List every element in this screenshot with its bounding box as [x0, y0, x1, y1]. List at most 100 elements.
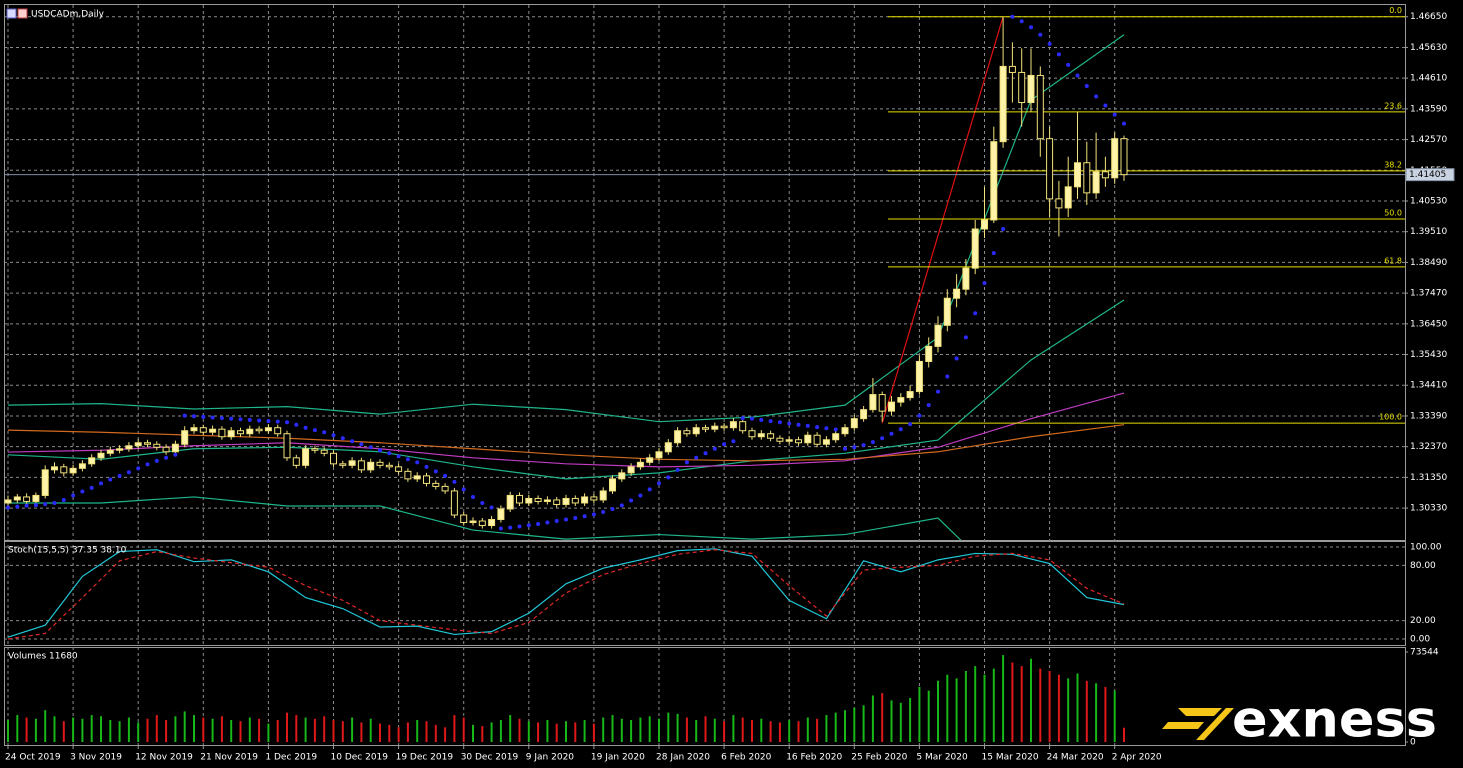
sar-dot [498, 526, 503, 531]
y-tick-label: 1.32370 [1410, 442, 1447, 452]
candle-body [199, 427, 207, 433]
candle-body [264, 427, 272, 432]
candle-body [999, 65, 1007, 143]
sar-dot [396, 454, 401, 459]
candle-body [869, 394, 877, 411]
sar-dot [368, 445, 373, 450]
candle-body [330, 452, 337, 465]
fib-level-label: 38.2 [1384, 160, 1402, 169]
candle-body [925, 345, 933, 362]
fib-level-label: 50.0 [1384, 209, 1402, 218]
candle-body [153, 443, 161, 448]
fib-level-label: 100.0 [1379, 413, 1402, 422]
candle-body [218, 428, 226, 438]
volume-label: Volumes 11680 [8, 652, 78, 662]
sar-dot [517, 524, 522, 529]
candle-body [702, 427, 709, 430]
candle-body [106, 449, 114, 454]
sar-dot [322, 430, 327, 435]
candle-body [283, 433, 291, 459]
y-tick-label: 1.45630 [1410, 43, 1447, 53]
stoch-label: Stoch(15,5,5) 37.35 38.10 [8, 546, 127, 556]
candle-body [237, 430, 244, 435]
sar-dot [601, 510, 606, 514]
candle-body [860, 409, 868, 420]
sar-dot [870, 440, 875, 445]
x-tick-label: 10 Dec 2019 [331, 753, 389, 763]
indicator-line [7, 424, 1125, 462]
candle-body [1055, 198, 1063, 209]
candle-body [990, 141, 998, 221]
sar-dot [1019, 19, 1024, 24]
volume-panel-frame [4, 647, 1406, 746]
candle-body [134, 442, 142, 447]
candle-body [934, 324, 942, 347]
sar-dot [312, 428, 317, 433]
sar-dot [415, 460, 420, 465]
sar-dot [926, 403, 931, 408]
candle-body [125, 445, 133, 450]
candle-body [553, 499, 561, 505]
candle-body [488, 519, 496, 527]
sar-dot [703, 451, 708, 456]
candle-body [915, 360, 923, 393]
sar-dot [1038, 32, 1043, 37]
sar-dot [694, 455, 699, 460]
indicator-line [8, 496, 962, 540]
fib-level-label: 61.8 [1384, 256, 1402, 265]
sar-dot [405, 457, 410, 462]
candle-body [729, 421, 737, 429]
current-price-box [1405, 168, 1455, 182]
candle-body [1111, 138, 1119, 179]
stoch-line [7, 549, 1125, 640]
y-tick-label: 1.46650 [1410, 12, 1447, 22]
candle-body [1018, 71, 1026, 104]
candle-body [450, 490, 458, 516]
fib-level-label: 0.0 [1389, 6, 1402, 15]
symbol-icon [17, 8, 28, 19]
candle-body [543, 499, 551, 502]
candle-body [320, 449, 328, 454]
sar-dot [536, 522, 541, 527]
candle-body [404, 470, 412, 480]
y-tick-label: 1.30330 [1410, 504, 1447, 514]
candle-body [981, 219, 988, 230]
sar-dot [285, 420, 289, 425]
candle-body [1027, 74, 1035, 104]
sar-dot [99, 481, 103, 486]
sar-dot [508, 525, 513, 530]
y-tick-label: 1.33390 [1410, 411, 1447, 421]
sar-dot [126, 470, 131, 475]
candle-body [367, 461, 375, 471]
sar-dot [1122, 121, 1126, 126]
symbol-title: USDCADm,Daily [31, 10, 105, 20]
sar-dot [629, 498, 634, 503]
symbol-icon [6, 8, 17, 19]
candle-body [274, 427, 282, 435]
candle-body [97, 452, 105, 459]
sar-dot [805, 423, 810, 428]
candle-body [646, 457, 654, 463]
candle-body [739, 421, 747, 432]
candle-body [692, 427, 700, 435]
sar-dot [657, 481, 661, 486]
candle-body [525, 497, 533, 504]
x-tick-label: 16 Feb 2020 [786, 753, 842, 763]
x-tick-label: 25 Feb 2020 [851, 753, 907, 763]
sar-dot [219, 416, 224, 421]
candle-body [655, 451, 663, 459]
sar-dot [1112, 112, 1117, 117]
fib-trend-line [881, 16, 1004, 424]
sar-dot [229, 416, 234, 421]
sar-dot [471, 494, 475, 499]
stoch-tick-label: 0.00 [1410, 635, 1430, 645]
candle-body [255, 428, 263, 432]
indicator-line [7, 299, 1125, 480]
candle-body [962, 267, 970, 290]
y-tick-label: 1.38490 [1410, 258, 1447, 268]
sar-dot [15, 504, 20, 509]
candle-body [23, 496, 31, 502]
sar-dot [722, 442, 727, 447]
sar-dot [768, 419, 773, 424]
sar-dot [24, 503, 29, 508]
